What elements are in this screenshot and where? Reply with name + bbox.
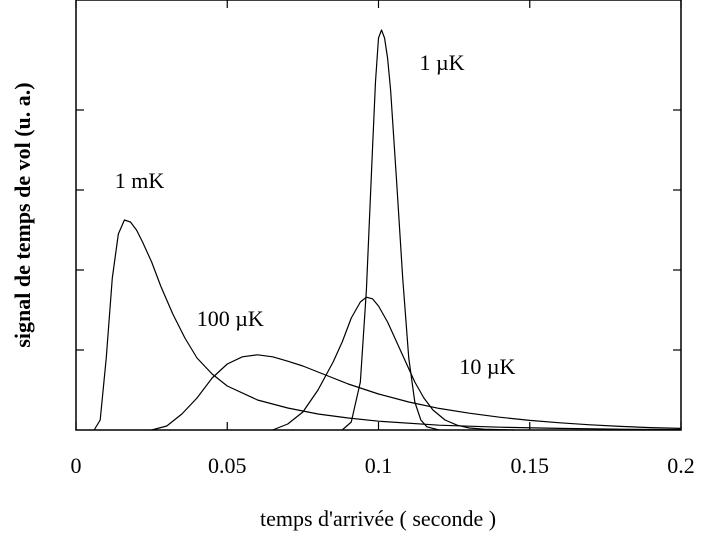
x-axis-title: temps d'arrivée ( seconde )	[260, 506, 496, 531]
annotations: 1 mK 100 µK 10 µK 1 µK	[115, 50, 516, 379]
series-line-10-k	[272, 296, 515, 431]
x-tick-label: 0.2	[667, 453, 695, 478]
series-line-1-mk	[93, 219, 682, 431]
series-line-100-k	[151, 354, 682, 431]
series-line-1-k	[341, 29, 440, 431]
annotation-1-mk: 1 mK	[115, 168, 165, 193]
annotation-10-k: 10 µK	[459, 354, 515, 379]
annotation-1-k: 1 µK	[419, 50, 464, 75]
x-tick-label: 0.15	[511, 453, 550, 478]
plot-frame	[75, 0, 682, 431]
x-tick-labels: 0 0.05 0.1 0.15 0.2	[71, 453, 695, 478]
x-tick-label: 0.1	[365, 453, 393, 478]
ticks-layer	[75, 0, 682, 430]
x-tick-label: 0.05	[208, 453, 247, 478]
x-tick-label: 0	[71, 453, 82, 478]
annotation-100-k: 100 µK	[197, 306, 264, 331]
series-layer	[93, 29, 682, 431]
y-axis-title: signal de temps de vol (u. a.)	[10, 82, 35, 347]
